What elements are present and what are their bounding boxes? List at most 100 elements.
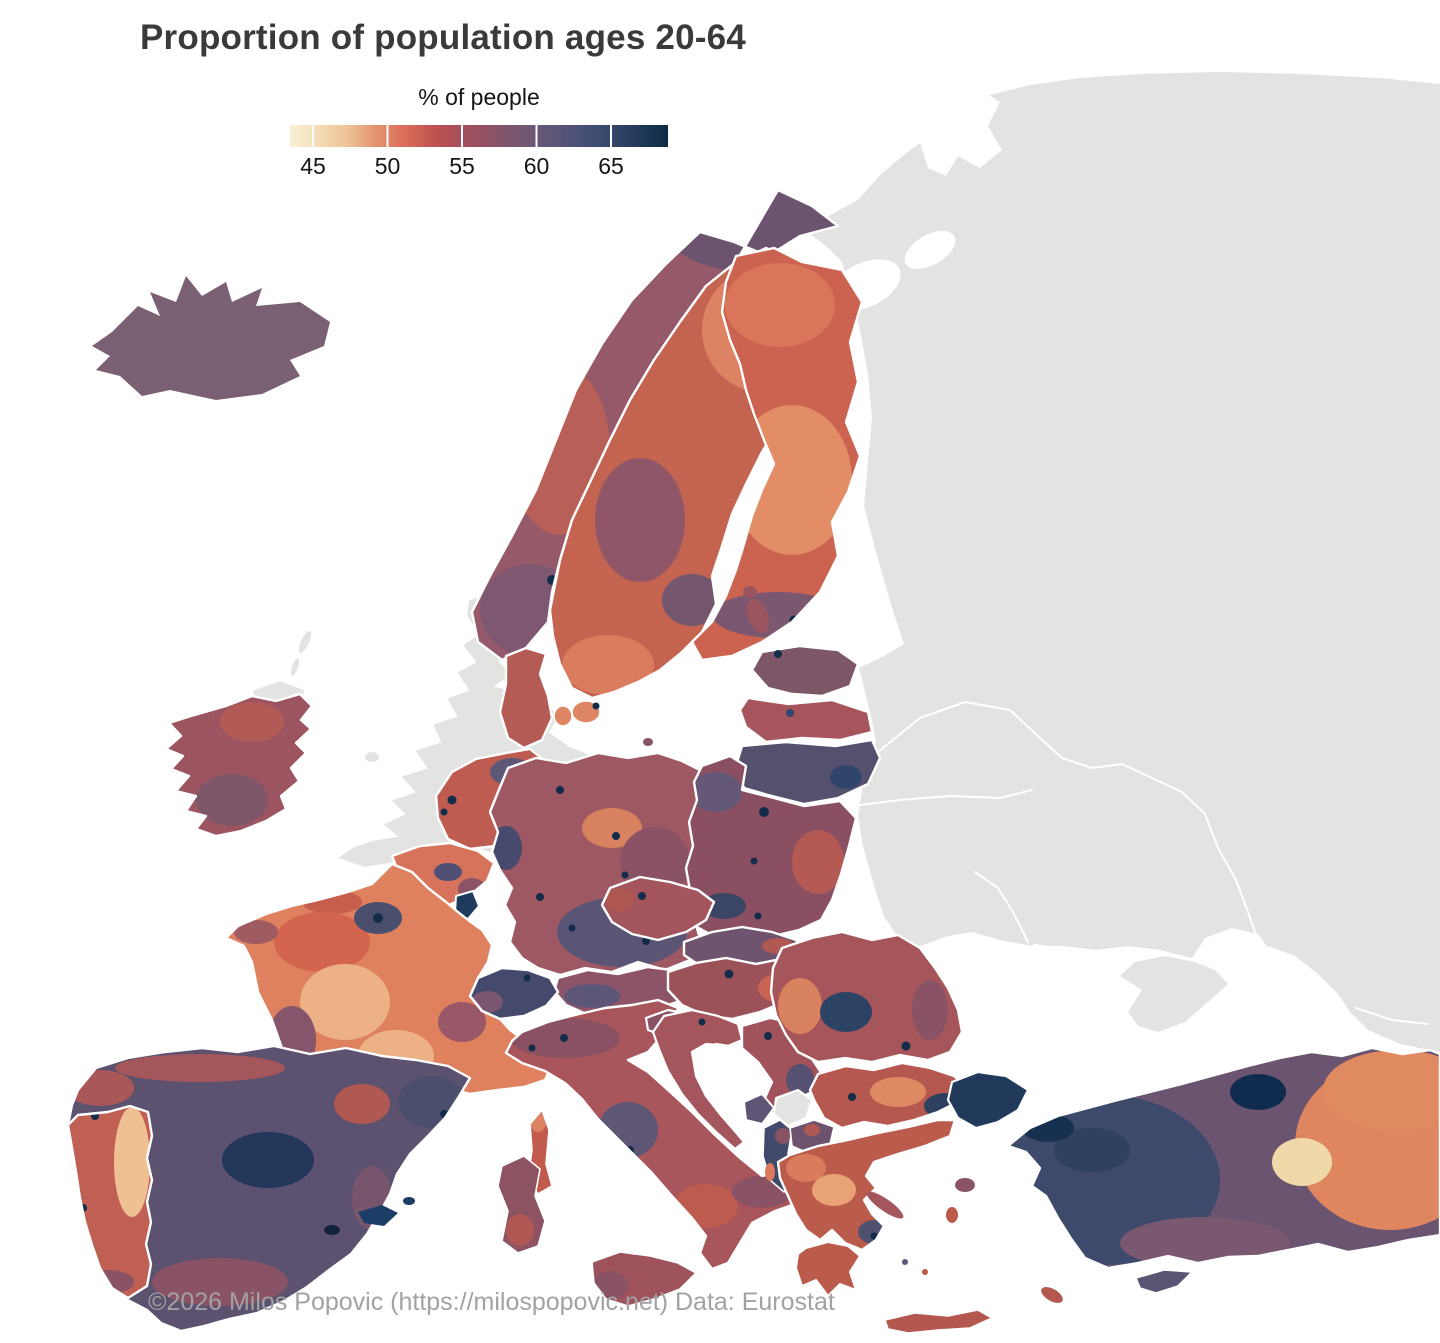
patch-poland-nw (690, 772, 742, 812)
patch-germany-berlin (582, 808, 642, 848)
region-sardinia (497, 1155, 546, 1254)
patch-finland-north (725, 263, 835, 347)
lake-onega (904, 230, 956, 270)
patch-romania-east (912, 980, 948, 1040)
patch-spain-madrid (222, 1132, 314, 1188)
region-denmark (498, 646, 653, 750)
hebrides-island-2 (290, 658, 300, 676)
city-dot-bucharest (901, 1041, 911, 1051)
border-moldova-ukraine (974, 871, 1029, 943)
region-czechia (600, 875, 716, 942)
region-romania (769, 930, 964, 1064)
region-russia-belarus-ukraine-moldova (808, 72, 1440, 1052)
border-belarus-russia (877, 701, 1041, 753)
city-dot-stuttgart (568, 924, 576, 932)
city-dot-amsterdam (447, 795, 457, 805)
patch-france-lyon (438, 1002, 486, 1042)
city-dot-prague (638, 892, 646, 900)
border-georgia-russia (1355, 1007, 1429, 1025)
region-serbia (740, 1016, 824, 1126)
patch-sweden-stockholm (662, 574, 722, 626)
patch-france-peach-1 (300, 964, 390, 1040)
legend: % of people (290, 84, 668, 183)
greece-cyclades-island-2 (922, 1269, 928, 1275)
patch-romania-west (778, 978, 822, 1034)
legend-tick-label-60: 60 (523, 153, 550, 179)
legend-tick-label-45: 45 (300, 153, 326, 179)
city-dot-lodz (750, 857, 758, 865)
patch-poland-east (792, 830, 844, 894)
isle-of-man (365, 752, 379, 762)
estonia-hiiumaa-island (743, 586, 757, 598)
page-title: Proportion of population ages 20-64 (140, 18, 746, 57)
greece-lesbos-island (955, 1178, 975, 1192)
region-north-macedonia (789, 1119, 835, 1155)
no-data-internal-borders (851, 701, 1429, 1025)
patch-sweden-mid (595, 458, 685, 582)
city-dot-athens (870, 1232, 878, 1240)
region-germany (488, 751, 714, 977)
legend-gradient-rect (290, 125, 668, 147)
patch-sweden-south (562, 635, 654, 695)
patch-romania-center (820, 992, 872, 1032)
legend-label: % of people (418, 84, 540, 110)
city-dot-krakow (754, 912, 762, 920)
city-dot-berlin (612, 832, 620, 840)
patch-italy-naples (674, 1184, 738, 1228)
patch-greece-thessaly (812, 1174, 856, 1206)
patch-turkey-ne (1323, 1050, 1440, 1130)
patch-sardinia-south (506, 1214, 534, 1246)
region-ireland (164, 692, 314, 838)
region-balearic-islands (324, 1197, 415, 1235)
patch-austria-tyrol (564, 984, 620, 1008)
region-bulgaria (808, 1061, 970, 1130)
denmark-funen-island (553, 705, 573, 727)
greece-corfu-island (765, 1163, 775, 1181)
patch-north-macedonia-red (804, 1124, 820, 1136)
region-estonia (743, 586, 860, 698)
city-dot-hamburg (556, 786, 564, 794)
patch-ireland-nw (220, 702, 284, 742)
city-dot-leipzig (621, 871, 629, 879)
menorca-island (403, 1197, 415, 1205)
greece-rhodes-island (1041, 1287, 1063, 1303)
patch-greece-nw (786, 1154, 826, 1182)
attribution-footer: ©2026 Milos Popovic (https://milospopovi… (148, 1288, 835, 1316)
city-dot-milan (560, 1034, 568, 1042)
city-dot-frankfurt (536, 893, 544, 901)
patch-turkey-cream (1272, 1138, 1332, 1186)
patch-france-coral (274, 912, 370, 972)
patch-czechia-west (606, 888, 634, 912)
legend-gradient-bar (290, 125, 668, 147)
border-ukraine-russia (1039, 737, 1259, 941)
patch-spain-aragon (334, 1084, 390, 1124)
patch-albania-mauve (775, 1128, 791, 1144)
city-dot-turin (528, 1044, 536, 1052)
patch-spain-galicia (68, 1070, 134, 1106)
greece-chios-island (946, 1207, 958, 1223)
city-dot-munich (642, 937, 650, 945)
city-dot-budapest (724, 969, 734, 979)
legend-tick-label-50: 50 (374, 153, 401, 179)
city-dot-rotterdam (440, 808, 448, 816)
region-croatia (651, 1008, 746, 1151)
patch-turkey-bursa (1054, 1128, 1130, 1172)
city-dot-zurich (523, 974, 531, 982)
ibiza-island (324, 1225, 340, 1235)
patch-brussels (434, 863, 462, 881)
patch-spain-andalusia (152, 1258, 288, 1306)
region-albania (762, 1119, 797, 1193)
city-dot-copenhagen (592, 702, 600, 710)
patch-portugal-interior (114, 1107, 150, 1217)
city-dot-sofia (848, 1093, 856, 1101)
estonia-saaremaa-island (746, 598, 770, 634)
city-dot-belgrade (764, 1032, 772, 1040)
patch-vilnius (830, 765, 862, 789)
patch-turkey-ankara (1230, 1074, 1286, 1110)
patch-spain-north (115, 1054, 285, 1082)
patch-germany-ruhr (490, 826, 522, 870)
city-dot-riga (786, 709, 794, 717)
region-crimea (1120, 956, 1228, 1032)
denmark-bornholm-island (643, 738, 653, 746)
